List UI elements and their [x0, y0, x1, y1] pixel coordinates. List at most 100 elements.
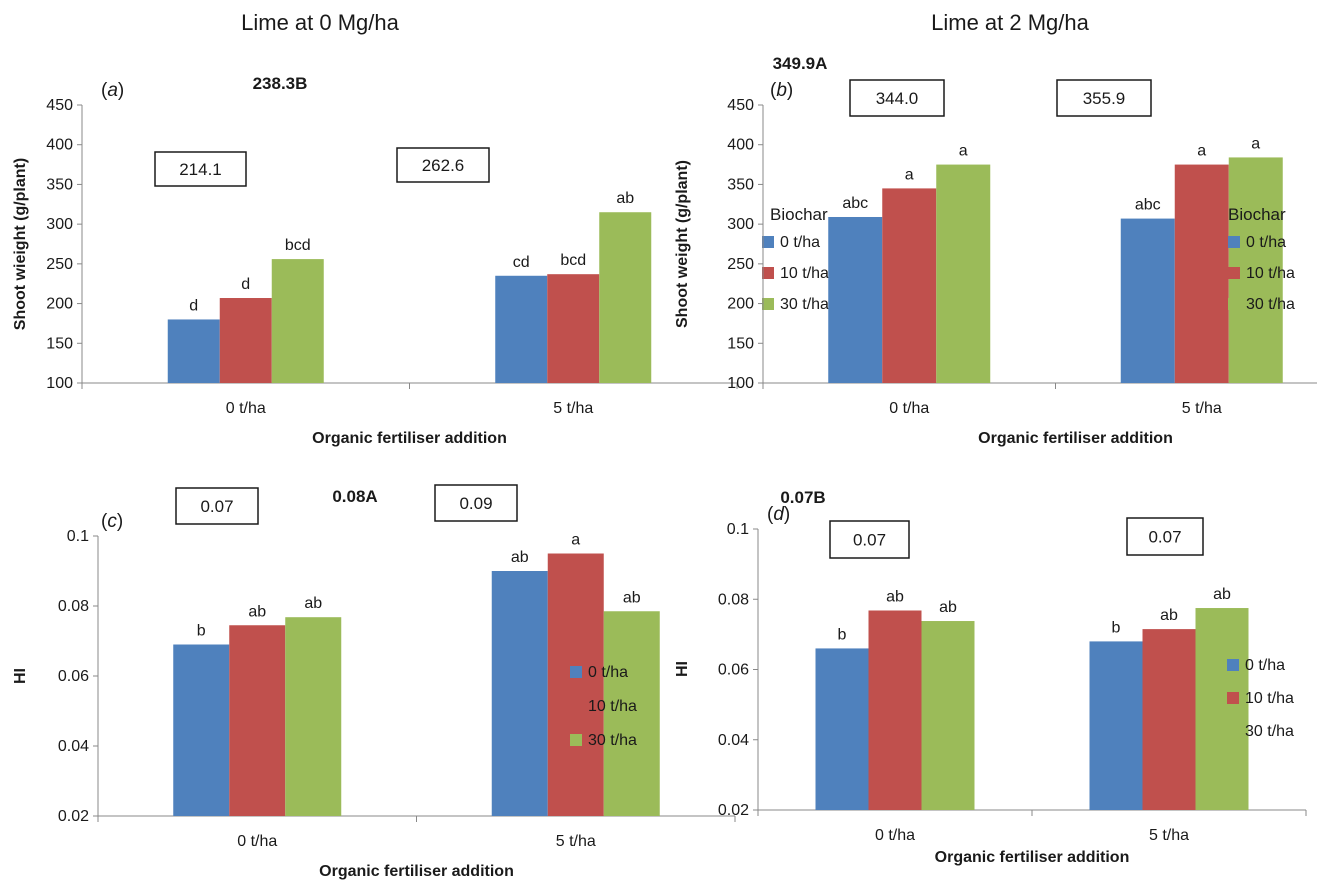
x-category-label: 5 t/ha — [556, 833, 596, 850]
y-axis-title: Shoot weight (g/plant) — [674, 160, 691, 328]
y-tick-label: 200 — [46, 296, 73, 313]
chart-panel-b: 100 150 200 250 300 350 400 450 abc a a 0 t/ha abc a a… — [674, 54, 1317, 447]
legend-label: 30 t/ha — [588, 732, 637, 749]
bar-30tha-0tha — [936, 164, 991, 383]
legend-label: 10 t/ha — [588, 698, 637, 715]
legend-label: 10 t/ha — [1246, 265, 1295, 282]
significance-letter: ab — [304, 595, 322, 612]
bar-0tha-0tha — [167, 319, 220, 383]
x-category-label: 0 t/ha — [226, 400, 266, 417]
bar-0tha-0tha — [828, 216, 883, 383]
group-mean-label: 262.6 — [422, 156, 465, 175]
x-category-label: 0 t/ha — [875, 827, 915, 844]
bar-30tha-0tha — [921, 621, 975, 810]
legend-label: 30 t/ha — [1246, 296, 1295, 313]
x-axis-title: Organic fertiliser addition — [312, 430, 507, 447]
legend-swatch — [1227, 692, 1239, 704]
bar-30tha-0tha — [271, 259, 324, 383]
y-tick-label: 0.1 — [67, 528, 89, 545]
x-category-label: 5 t/ha — [1182, 400, 1222, 417]
bar-30tha-5tha — [603, 611, 660, 816]
legend-label: 30 t/ha — [780, 296, 829, 313]
chart-panel-c: 0.02 0.04 0.06 0.08 0.1 b ab ab 0 t/ha ab a ab 5 t/h… — [12, 484, 736, 880]
bar-10tha-0tha — [219, 298, 272, 383]
y-tick-label: 350 — [46, 176, 73, 193]
y-tick-label: 100 — [727, 375, 754, 392]
panel-letter: (a) — [101, 80, 124, 101]
significance-letter: d — [189, 297, 198, 314]
significance-letter: a — [959, 143, 968, 160]
legend-swatch — [570, 700, 582, 712]
significance-letter: a — [1251, 135, 1260, 152]
legend-label: 10 t/ha — [780, 265, 829, 282]
y-tick-label: 300 — [727, 216, 754, 233]
significance-letter: bcd — [285, 237, 311, 254]
group-mean-box — [849, 79, 945, 117]
group-mean-box — [1056, 79, 1152, 117]
group-mean-box — [829, 520, 910, 559]
bar-0tha-5tha — [1089, 641, 1143, 810]
y-tick-label: 350 — [727, 176, 754, 193]
bar-10tha-0tha — [229, 625, 286, 816]
bar-30tha-5tha — [1195, 608, 1249, 810]
bar-30tha-0tha — [285, 617, 342, 816]
legend-title: Biochar — [770, 205, 828, 224]
significance-letter: ab — [939, 599, 957, 616]
legend-swatch — [762, 236, 774, 248]
legend: 0 t/ha 10 t/ha 30 t/ha — [1227, 657, 1294, 740]
group-mean-box — [154, 151, 247, 187]
bar-0tha-5tha — [1120, 218, 1175, 383]
x-axis-title: Organic fertiliser addition — [978, 430, 1173, 447]
legend-swatch — [1228, 236, 1240, 248]
y-axis-title: HI — [12, 668, 29, 684]
overall-mean-label: 0.08A — [332, 487, 377, 506]
group-mean-label: 0.09 — [459, 494, 492, 513]
y-axis-title: Shoot wieight (g/plant) — [12, 158, 29, 330]
group-mean-box — [434, 484, 518, 522]
bar-10tha-5tha — [547, 274, 600, 383]
group-mean-box — [396, 147, 490, 183]
y-tick-label: 150 — [727, 335, 754, 352]
y-tick-label: 250 — [46, 256, 73, 273]
significance-letter: b — [838, 626, 847, 643]
group-mean-box — [175, 487, 259, 525]
group-mean-label: 0.07 — [1148, 528, 1181, 547]
significance-letter: b — [1112, 619, 1121, 636]
bar-0tha-5tha — [495, 275, 548, 383]
x-category-label: 0 t/ha — [237, 833, 277, 850]
bar-0tha-5tha — [491, 571, 548, 816]
significance-letter: cd — [513, 254, 530, 271]
y-tick-label: 450 — [727, 97, 754, 114]
significance-letter: ab — [248, 603, 266, 620]
legend: Biochar 0 t/ha 10 t/ha 30 t/ha — [1228, 205, 1295, 313]
y-axis-title: HI — [674, 661, 691, 677]
significance-letter: abc — [1135, 197, 1161, 214]
legend: Biochar 0 t/ha 10 t/ha 30 t/ha — [762, 205, 829, 313]
bar-30tha-5tha — [599, 212, 652, 383]
significance-letter: a — [571, 532, 580, 549]
y-tick-label: 200 — [727, 296, 754, 313]
y-tick-label: 150 — [46, 335, 73, 352]
x-axis-title: Organic fertiliser addition — [935, 849, 1130, 866]
x-axis-title: Organic fertiliser addition — [319, 863, 514, 880]
column-title-right: Lime at 2 Mg/ha — [931, 10, 1090, 35]
y-tick-label: 450 — [46, 97, 73, 114]
legend-label: 0 t/ha — [780, 234, 820, 251]
legend-title: Biochar — [1228, 205, 1286, 224]
y-tick-label: 400 — [46, 137, 73, 154]
bar-10tha-5tha — [1174, 164, 1229, 383]
overall-mean-label: 349.9A — [773, 54, 828, 73]
panel-letter: (b) — [770, 80, 793, 101]
group-mean-label: 0.07 — [200, 497, 233, 516]
group-mean-label: 214.1 — [179, 160, 222, 179]
overall-mean-label: 238.3B — [253, 74, 308, 93]
significance-letter: bcd — [560, 252, 586, 269]
y-tick-label: 0.08 — [58, 598, 89, 615]
bar-10tha-0tha — [882, 188, 937, 383]
significance-letter: b — [197, 623, 206, 640]
significance-letter: ab — [1213, 586, 1231, 603]
chart-panel-a: 100 150 200 250 300 350 400 450 d d bcd 0 t/ha cd bcd… — [12, 74, 829, 447]
column-title-left: Lime at 0 Mg/ha — [241, 10, 400, 35]
